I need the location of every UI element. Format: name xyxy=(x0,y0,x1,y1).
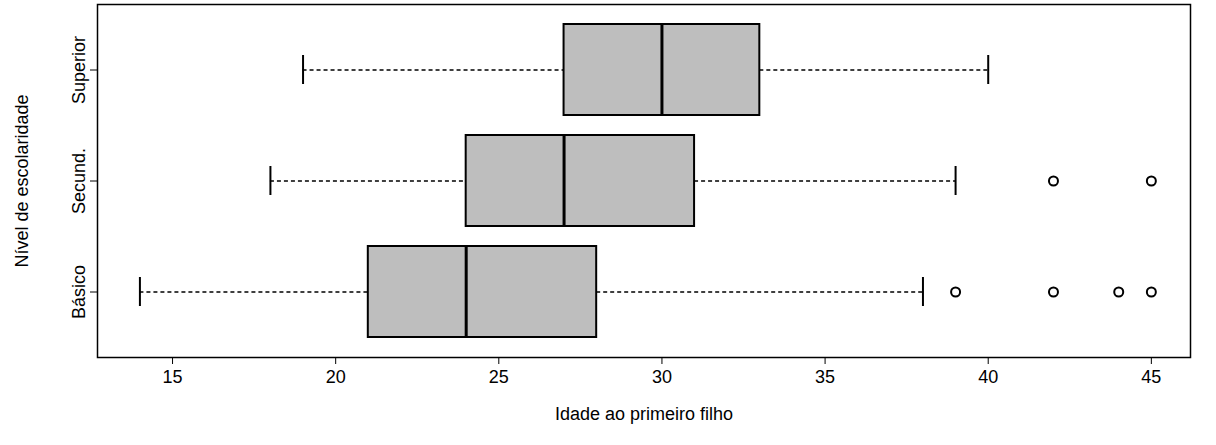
svg-text:45: 45 xyxy=(1141,367,1161,387)
svg-text:40: 40 xyxy=(978,367,998,387)
svg-text:35: 35 xyxy=(815,367,835,387)
svg-text:20: 20 xyxy=(326,367,346,387)
svg-text:Superior: Superior xyxy=(69,36,89,104)
svg-text:Idade ao primeiro filho: Idade ao primeiro filho xyxy=(555,404,733,424)
svg-text:Secund.: Secund. xyxy=(69,148,89,214)
svg-text:15: 15 xyxy=(163,367,183,387)
svg-text:25: 25 xyxy=(489,367,509,387)
svg-text:Nível de escolaridade: Nível de escolaridade xyxy=(12,94,32,267)
svg-text:Básico: Básico xyxy=(69,265,89,319)
svg-text:30: 30 xyxy=(652,367,672,387)
